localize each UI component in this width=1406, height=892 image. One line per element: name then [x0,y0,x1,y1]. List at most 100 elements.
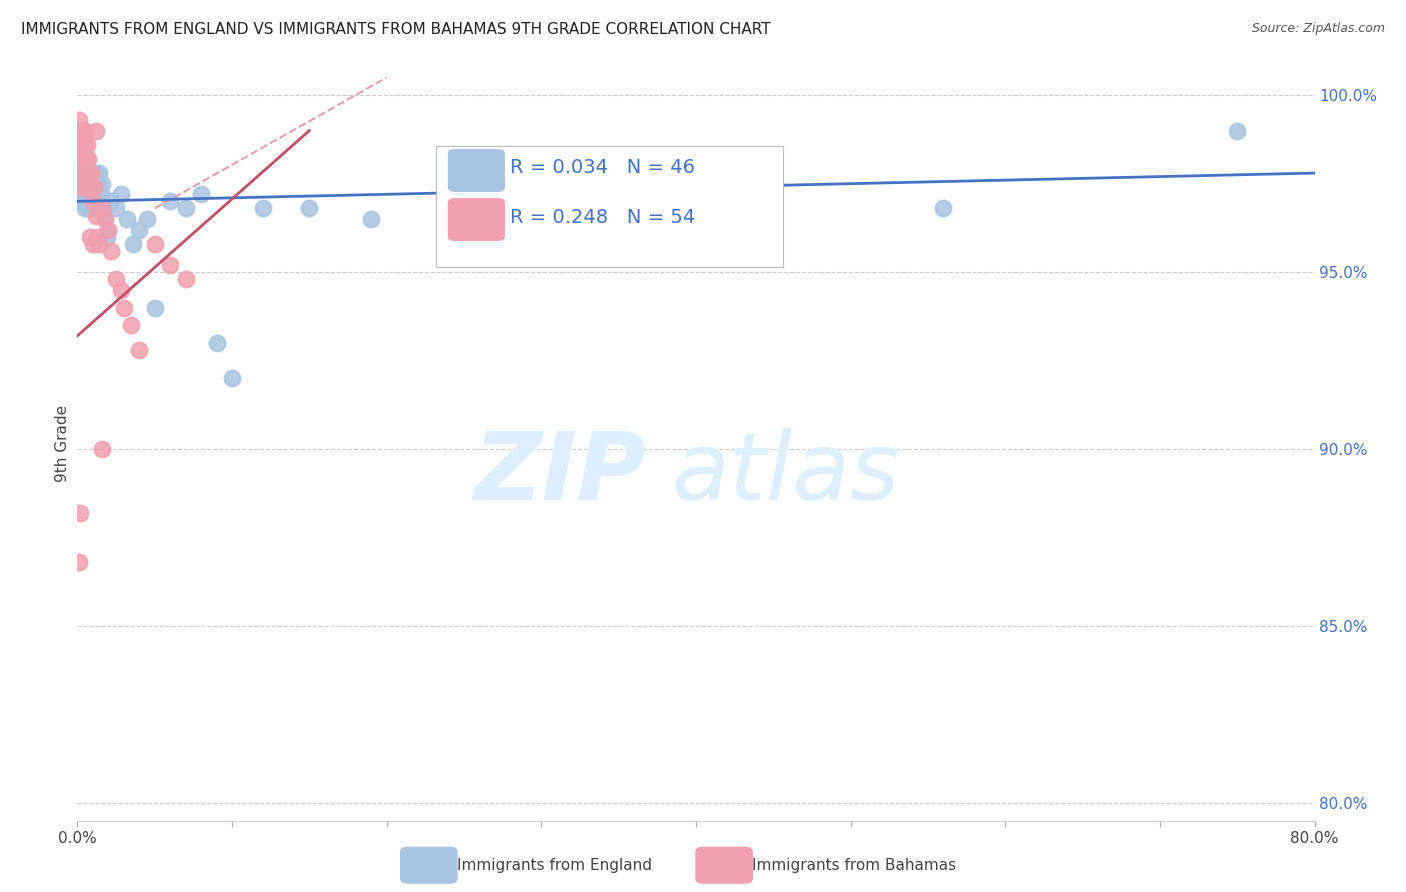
Point [97,222,120,236]
Text: R = 0.248   N = 54: R = 0.248 N = 54 [510,208,696,227]
Point [75,166,96,180]
Point [91,202,114,216]
Point [122,236,145,251]
Point [252,202,274,216]
Point [110,283,132,297]
Point [82,236,104,251]
Point [70,187,93,202]
Point [84,166,107,180]
Point [72,166,94,180]
Point [128,222,150,236]
Point [84,123,107,137]
Point [83,180,105,194]
Point [82,194,104,209]
Point [221,371,243,385]
FancyBboxPatch shape [449,199,505,240]
Text: atlas: atlas [671,428,900,519]
Point [80,166,103,180]
Point [75,177,96,191]
Point [360,212,382,227]
Point [654,202,676,216]
Point [298,202,321,216]
Point [159,194,181,209]
Point [72,152,94,166]
Point [77,180,100,194]
Text: Immigrants from England: Immigrants from England [457,858,652,872]
Y-axis label: 9th Grade: 9th Grade [55,405,70,483]
Point [69,137,91,152]
Point [91,442,114,456]
Point [94,212,117,227]
Point [1226,123,1249,137]
Point [79,166,101,180]
Point [67,130,90,145]
Point [174,272,197,286]
Text: R = 0.034   N = 46: R = 0.034 N = 46 [510,158,696,177]
Point [79,180,101,194]
Point [105,272,127,286]
Point [94,212,117,227]
Point [93,202,115,216]
Point [72,194,94,209]
Point [136,212,159,227]
Point [79,229,101,244]
Point [100,194,122,209]
Point [75,123,96,137]
Point [69,506,91,520]
Point [79,166,101,180]
Point [112,301,135,315]
Point [69,177,91,191]
FancyBboxPatch shape [449,150,505,191]
Point [75,137,96,152]
Point [76,166,98,180]
Point [72,123,94,137]
Point [110,187,132,202]
Point [69,166,91,180]
Point [100,244,122,258]
Point [76,137,98,152]
Point [105,202,127,216]
Point [77,177,100,191]
Point [84,209,107,223]
Point [90,187,111,202]
Point [91,177,114,191]
FancyBboxPatch shape [436,146,783,267]
Point [72,180,94,194]
Point [932,202,955,216]
Point [75,202,96,216]
Point [174,202,197,216]
Point [82,166,104,180]
Point [70,166,93,180]
Point [76,152,98,166]
Point [70,152,93,166]
Point [84,187,107,202]
Point [77,152,100,166]
Point [205,335,228,350]
Point [77,166,100,180]
Point [76,166,98,180]
Point [79,187,101,202]
Point [82,187,104,202]
Point [80,202,103,216]
Point [77,202,100,216]
Point [159,258,181,272]
Point [121,318,143,333]
Point [67,113,90,128]
Point [76,187,98,202]
Text: Immigrants from Bahamas: Immigrants from Bahamas [752,858,956,872]
Point [87,236,110,251]
Point [70,123,93,137]
Point [143,301,166,315]
Point [80,180,103,194]
Point [87,166,110,180]
Point [69,152,91,166]
Point [80,177,103,191]
Point [190,187,212,202]
Text: Source: ZipAtlas.com: Source: ZipAtlas.com [1251,22,1385,36]
Point [115,212,138,227]
Text: ZIP: ZIP [474,428,647,520]
Point [86,229,108,244]
Point [83,177,105,191]
Point [143,236,166,251]
Point [67,148,90,162]
